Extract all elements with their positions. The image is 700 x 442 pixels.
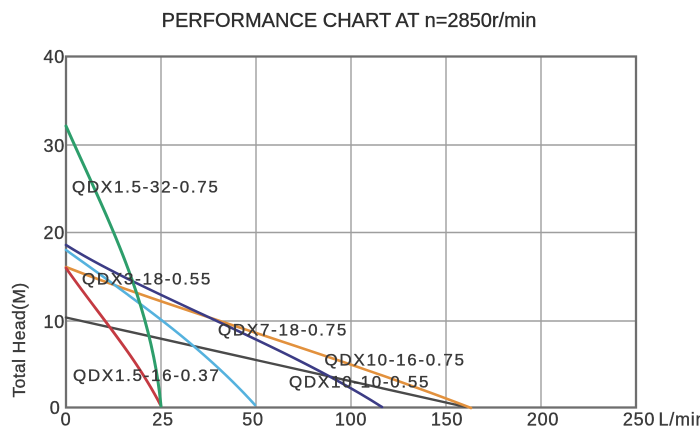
svg-text:L/min: L/min [659, 410, 700, 430]
svg-text:0: 0 [61, 410, 72, 430]
svg-text:25: 25 [152, 410, 174, 430]
svg-text:150: 150 [431, 410, 463, 430]
svg-text:40: 40 [43, 47, 65, 67]
svg-text:100: 100 [335, 410, 367, 430]
svg-text:QDX3-18-0.55: QDX3-18-0.55 [82, 270, 212, 289]
svg-text:250: 250 [623, 410, 655, 430]
svg-text:QDX1.5-16-0.37: QDX1.5-16-0.37 [73, 366, 221, 385]
svg-text:20: 20 [43, 223, 65, 243]
svg-text:PERFORMANCE CHART AT n=2850r/m: PERFORMANCE CHART AT n=2850r/min [162, 10, 537, 32]
svg-text:0: 0 [50, 398, 61, 418]
svg-text:50: 50 [242, 410, 264, 430]
svg-text:QDX10-10-0.55: QDX10-10-0.55 [289, 373, 430, 392]
svg-text:QDX10-16-0.75: QDX10-16-0.75 [325, 351, 466, 370]
svg-text:QDX1.5-32-0.75: QDX1.5-32-0.75 [72, 178, 220, 197]
svg-text:QDX7-18-0.75: QDX7-18-0.75 [218, 321, 348, 340]
svg-text:Total Head(M): Total Head(M) [9, 282, 29, 397]
svg-text:200: 200 [527, 410, 559, 430]
svg-text:10: 10 [43, 312, 65, 332]
svg-text:30: 30 [43, 136, 65, 156]
